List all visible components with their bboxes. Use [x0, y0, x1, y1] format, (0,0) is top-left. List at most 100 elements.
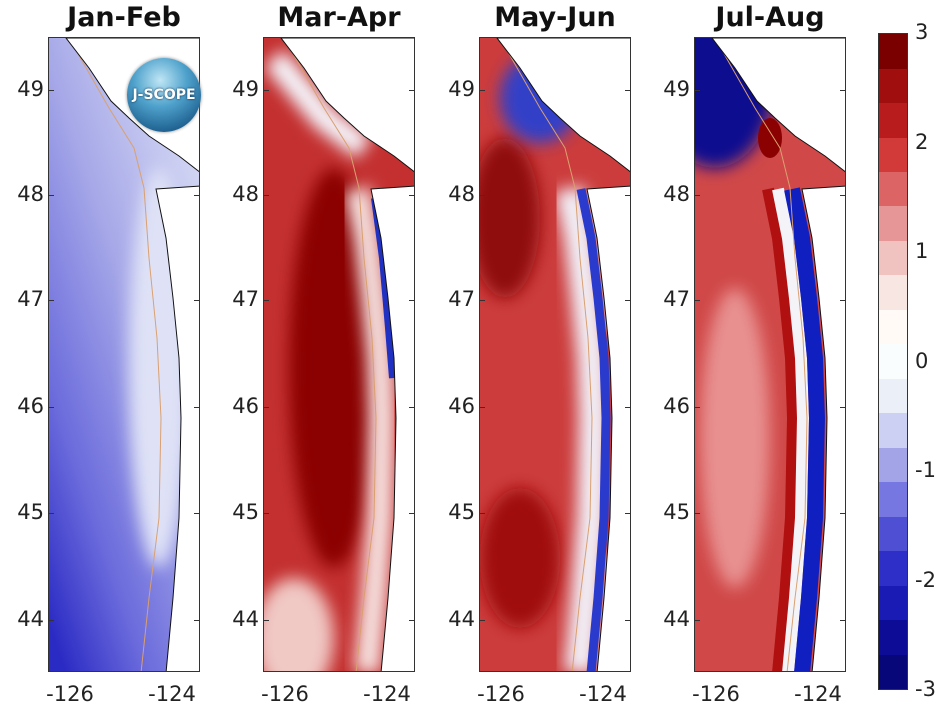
colorbar-tick-label: -3: [915, 677, 936, 701]
lat-tick-label: 47: [232, 287, 259, 311]
tick-mark: [479, 90, 485, 91]
tick-mark: [48, 195, 54, 196]
lat-tick-label: 45: [448, 500, 475, 524]
colorbar-step: [879, 413, 907, 448]
tick-mark: [194, 407, 200, 408]
lon-tick-label: -124: [794, 682, 842, 706]
colorbar-step: [879, 585, 907, 621]
tick-mark: [694, 407, 700, 408]
land-vancouver-island: [280, 38, 414, 173]
land-coast: [801, 185, 845, 671]
colorbar-step: [879, 551, 907, 586]
map-svg: [695, 38, 845, 671]
tick-mark: [625, 620, 631, 621]
tick-mark: [263, 195, 269, 196]
tick-mark: [694, 620, 700, 621]
land-coast: [370, 185, 414, 671]
tick-mark: [409, 300, 415, 301]
bathymetry-contour: [68, 38, 162, 671]
tick-mark: [48, 620, 54, 621]
upwelling-band: [576, 188, 611, 671]
tick-mark: [625, 300, 631, 301]
colorbar-step: [879, 344, 907, 379]
tick-mark: [694, 513, 700, 514]
warm-core-south: [480, 488, 560, 628]
tick-mark: [263, 620, 269, 621]
bathymetry-contour: [499, 38, 593, 671]
tick-mark: [479, 513, 485, 514]
tick-mark: [194, 300, 200, 301]
colorbar-step: [879, 240, 907, 276]
lat-tick-label: 49: [232, 77, 259, 101]
colorbar-step: [879, 447, 907, 483]
tick-mark: [479, 300, 485, 301]
land-coast: [155, 185, 199, 671]
lat-tick-label: 47: [663, 287, 690, 311]
map-svg: [480, 38, 630, 671]
lat-tick-label: 45: [663, 500, 690, 524]
tick-mark: [625, 90, 631, 91]
tick-mark: [48, 300, 54, 301]
colorbar-step: [879, 482, 907, 517]
tick-mark: [263, 513, 269, 514]
tick-mark: [263, 407, 269, 408]
tick-mark: [409, 195, 415, 196]
northern-band: [264, 49, 372, 159]
colorbar-tick-label: -2: [915, 567, 936, 592]
colorbar-step: [879, 378, 907, 414]
tick-mark: [479, 407, 485, 408]
colorbar-tick-label: 0: [915, 348, 929, 373]
land-coast: [586, 185, 630, 671]
colorbar-step: [879, 309, 907, 345]
logo-text: J-SCOPE: [132, 87, 196, 103]
lat-tick-label: 46: [663, 394, 690, 418]
colorbar-step: [879, 137, 907, 172]
lat-tick-label: 48: [663, 182, 690, 206]
tick-mark: [263, 90, 269, 91]
tick-mark: [840, 300, 846, 301]
lat-tick-label: 49: [448, 77, 475, 101]
map-panel-jul-aug: [694, 37, 846, 672]
colorbar-step: [879, 34, 907, 69]
map-panel-mar-apr: [263, 37, 415, 672]
tick-mark: [694, 90, 700, 91]
map-panel-jan-feb: [48, 37, 200, 672]
map-svg: [49, 38, 199, 671]
land-vancouver-island: [711, 38, 845, 173]
white-band: [772, 187, 810, 671]
tick-mark: [409, 90, 415, 91]
lat-tick-label: 48: [17, 182, 44, 206]
colorbar-step: [879, 103, 907, 138]
tick-mark: [48, 407, 54, 408]
tick-mark: [840, 195, 846, 196]
tick-mark: [194, 513, 200, 514]
tick-mark: [625, 513, 631, 514]
lat-tick-label: 46: [448, 394, 475, 418]
colorbar: [878, 33, 908, 690]
colorbar-step: [879, 620, 907, 655]
warm-eddy: [758, 118, 782, 158]
colorbar-tick-label: -1: [915, 458, 936, 482]
colorbar-step: [879, 516, 907, 552]
lat-tick-label: 44: [663, 607, 690, 631]
panel-title: Jan-Feb: [67, 2, 181, 33]
lat-tick-label: 47: [17, 287, 44, 311]
panel-title: Jul-Aug: [715, 2, 825, 33]
lon-tick-label: -124: [148, 682, 196, 706]
lat-tick-label: 44: [232, 607, 259, 631]
warm-band: [762, 187, 800, 671]
lat-tick-label: 48: [448, 182, 475, 206]
mid-band: [700, 288, 770, 588]
colorbar-tick-label: 1: [915, 239, 929, 263]
nearshore-band: [554, 186, 610, 671]
tick-mark: [409, 407, 415, 408]
lon-tick-label: -126: [46, 682, 94, 706]
tick-mark: [625, 407, 631, 408]
tick-mark: [694, 195, 700, 196]
colorbar-step: [879, 275, 907, 310]
lat-tick-label: 49: [663, 77, 690, 101]
tick-mark: [840, 513, 846, 514]
tick-mark: [840, 90, 846, 91]
lat-tick-label: 44: [448, 607, 475, 631]
